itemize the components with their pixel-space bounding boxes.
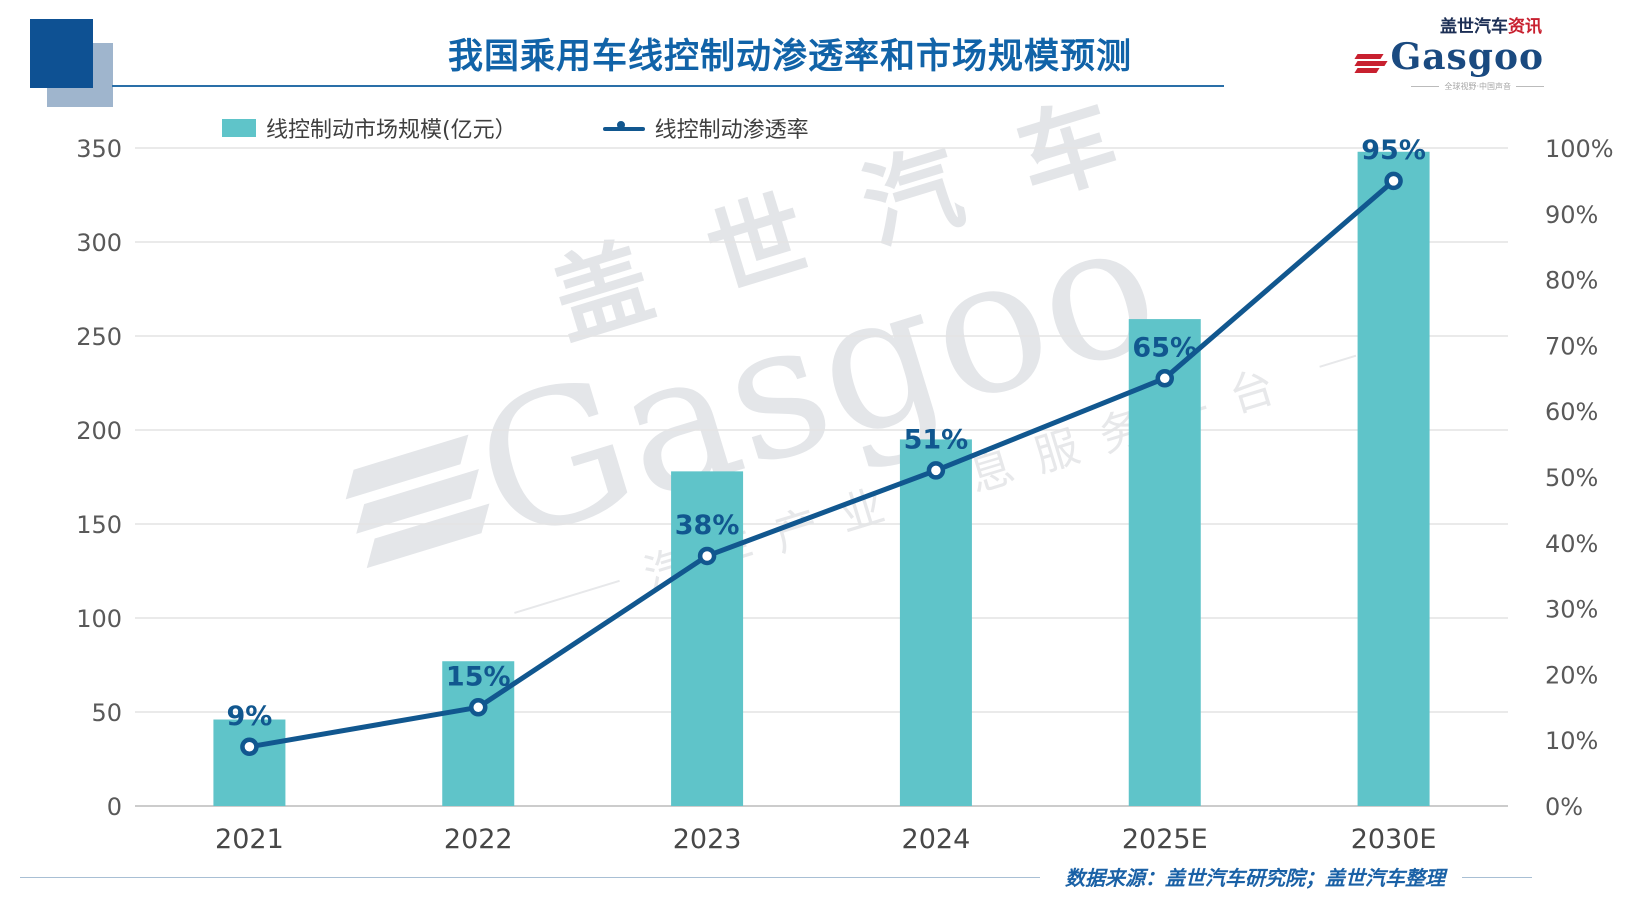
bar-2024 <box>899 439 972 806</box>
logo-main: Gasgoo <box>1354 36 1544 78</box>
left-axis-tick: 300 <box>76 229 122 257</box>
left-axis-tick: 200 <box>76 417 122 445</box>
legend-item-bar: 线控制动市场规模(亿元） <box>222 112 517 144</box>
pct-label-2025E: 65% <box>1132 332 1197 363</box>
tagline-dash-left <box>1411 86 1440 87</box>
right-axis-tick: 30% <box>1545 596 1598 624</box>
legend: 线控制动市场规模(亿元） 线控制动渗透率 <box>222 112 809 144</box>
category-label-2030E: 2030E <box>1351 824 1437 855</box>
right-axis-tick: 90% <box>1545 201 1598 229</box>
legend-line-marker-icon <box>602 119 645 137</box>
bar-2030E <box>1357 151 1430 806</box>
right-axis-tick: 0% <box>1545 793 1583 821</box>
left-axis-tick: 0 <box>107 793 122 821</box>
legend-bar-label: 线控制动市场规模(亿元） <box>266 118 517 143</box>
left-axis-tick: 350 <box>76 135 122 163</box>
right-axis-tick: 70% <box>1545 332 1598 360</box>
logo-tagline-text: 全球视野·中国声音 <box>1444 82 1511 91</box>
pct-label-2030E: 95% <box>1361 135 1426 166</box>
category-label-2025E: 2025E <box>1122 824 1208 855</box>
penetration-line <box>248 179 1396 750</box>
line-marker-2021 <box>240 737 259 757</box>
category-label-2024: 2024 <box>902 824 971 855</box>
line-marker-2030E <box>1384 171 1403 191</box>
left-axis-tick: 50 <box>91 699 122 727</box>
logo-brand-cn-main: 盖世汽车 <box>1440 17 1508 37</box>
left-axis-tick: 100 <box>76 605 122 633</box>
right-axis-tick: 40% <box>1545 530 1598 558</box>
line-marker-2025E <box>1155 369 1174 388</box>
gasgoo-logo: 盖世汽车资讯 Gasgoo 全球视野·中国声音 <box>1354 18 1544 92</box>
category-label-2023: 2023 <box>673 824 742 855</box>
logo-brand-en: Gasgoo <box>1390 36 1544 78</box>
pct-label-2021: 9% <box>226 701 272 732</box>
logo-tagline: 全球视野·中国声音 <box>1374 81 1544 92</box>
line-marker-2024 <box>926 461 946 480</box>
source-rule-left <box>20 877 1040 878</box>
legend-item-line: 线控制动渗透率 <box>602 112 809 144</box>
page-title: 我国乘用车线控制动渗透率和市场规模预测 <box>447 37 1132 77</box>
source-text: 数据来源：盖世汽车研究院；盖世汽车整理 <box>1065 866 1445 890</box>
right-axis-tick: 50% <box>1545 464 1598 492</box>
legend-bar-swatch-icon <box>222 119 256 137</box>
left-axis-tick: 150 <box>76 511 122 539</box>
left-axis-tick: 250 <box>76 323 122 351</box>
pct-label-2023: 38% <box>675 510 740 541</box>
category-label-2022: 2022 <box>444 824 513 855</box>
legend-line-label: 线控制动渗透率 <box>654 118 809 143</box>
bar-2022 <box>442 661 515 806</box>
category-label-2021: 2021 <box>215 824 284 855</box>
source-rule-right <box>1462 877 1532 878</box>
bar-2021 <box>213 719 286 806</box>
logo-brand-cn: 盖世汽车资讯 <box>1374 18 1544 36</box>
right-axis-tick: 20% <box>1545 661 1598 689</box>
source-footer: 数据来源：盖世汽车研究院；盖世汽车整理 <box>0 862 1640 902</box>
pct-label-2024: 51% <box>904 424 969 455</box>
decor-square-dark <box>30 19 93 88</box>
line-marker-2022 <box>469 698 488 717</box>
bar-2025E <box>1128 319 1201 806</box>
right-axis-tick: 100% <box>1545 135 1614 163</box>
right-axis-tick: 10% <box>1545 727 1598 755</box>
right-axis-tick: 60% <box>1545 398 1598 426</box>
logo-brand-cn-suffix: 资讯 <box>1508 17 1542 37</box>
gasgoo-stripes-icon <box>1354 52 1389 75</box>
bar-2023 <box>671 471 744 806</box>
tagline-dash-right <box>1516 86 1544 87</box>
pct-label-2022: 15% <box>446 661 511 692</box>
header-rule <box>112 85 1224 87</box>
right-axis-tick: 80% <box>1545 267 1598 295</box>
line-marker-2023 <box>697 546 717 566</box>
